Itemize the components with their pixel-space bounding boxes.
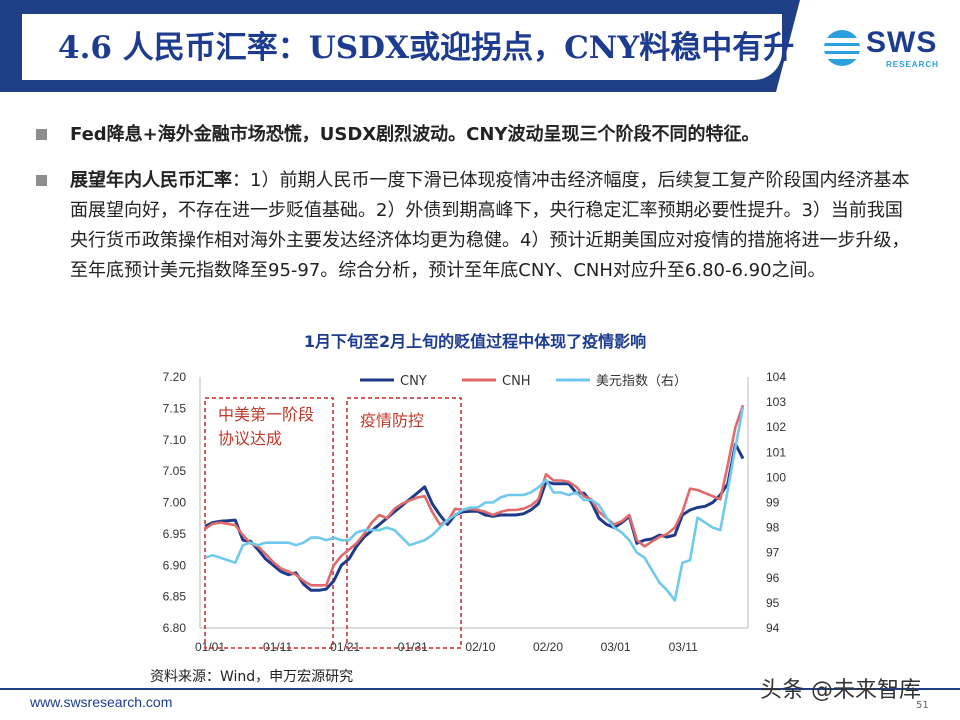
- bullet-2-text: 展望年内人民币汇率：1）前期人民币一度下滑已体现疫情冲击经济幅度，后续复工复产阶…: [70, 166, 916, 286]
- y-right-tick-label: 97: [766, 546, 780, 560]
- legend-label: 美元指数（右）: [596, 374, 687, 389]
- bullet-square-icon: [36, 175, 47, 186]
- source-note: 资料来源：Wind，申万宏源研究: [150, 669, 354, 685]
- page-title: 4.6 人民币汇率：USDX或迎拐点，CNY料稳中有升: [58, 30, 795, 66]
- bullet-2: 展望年内人民币汇率：1）前期人民币一度下滑已体现疫情冲击经济幅度，后续复工复产阶…: [36, 166, 916, 286]
- y-right-tick-label: 101: [766, 445, 786, 459]
- bullet-2-lead: 展望年内人民币汇率: [70, 170, 232, 191]
- logo-mark-icon: [824, 30, 860, 66]
- legend-label: CNY: [400, 374, 427, 389]
- bullet-2-body: ：1）前期人民币一度下滑已体现疫情冲击经济幅度，后续复工复产阶段国内经济基本面展…: [70, 170, 910, 281]
- bullet-square-icon: [36, 129, 47, 140]
- x-tick-label: 02/10: [465, 640, 495, 654]
- title-panel: [22, 14, 782, 80]
- y-right-tick-label: 103: [766, 395, 786, 409]
- annotation-phase1-box: [204, 397, 334, 649]
- bullet-1: Fed降息+海外金融市场恐慌，USDX剧烈波动。CNY波动呈现三个阶段不同的特征…: [36, 120, 916, 150]
- y-left-tick-label: 7.10: [163, 433, 187, 447]
- series-line-: [204, 406, 745, 602]
- logo-text: SWS: [866, 26, 938, 59]
- y-left-tick-label: 6.95: [163, 527, 187, 541]
- series-line-cny: [204, 442, 745, 592]
- page-number: 51: [916, 700, 929, 711]
- x-tick-label: 01/31: [398, 640, 428, 654]
- y-right-tick-label: 99: [766, 496, 780, 510]
- y-left-tick-label: 7.20: [163, 370, 187, 384]
- annotation-phase1-label: 中美第一阶段: [218, 405, 314, 424]
- y-left-tick-label: 6.85: [163, 590, 187, 604]
- y-left-tick-label: 7.15: [163, 401, 187, 415]
- chart-title: 1月下旬至2月上旬的贬值过程中体现了疫情影响: [303, 332, 647, 351]
- watermark: 头条 @未来智库: [760, 678, 921, 703]
- sws-logo: SWS RESEARCH: [824, 24, 942, 74]
- x-tick-label: 02/20: [533, 640, 563, 654]
- y-right-tick-label: 102: [766, 420, 786, 434]
- series-line-cnh: [204, 404, 745, 587]
- y-left-tick-label: 7.05: [163, 464, 187, 478]
- x-tick-label: 01/11: [263, 640, 292, 654]
- logo-subtext: RESEARCH: [886, 60, 939, 69]
- y-left-tick-label: 7.00: [163, 496, 187, 510]
- title-bar: 4.6 人民币汇率：USDX或迎拐点，CNY料稳中有升 SWS RESEARCH: [0, 0, 960, 100]
- exchange-rate-chart: 6.80 6.85 6.90 6.95 7.00 7.05 7.10 7.15 7.20 94 95…: [163, 370, 787, 654]
- y-right-tick-label: 94: [766, 621, 780, 635]
- footer-divider: [0, 688, 960, 690]
- y-right-tick-label: 96: [766, 571, 780, 585]
- y-left-tick-label: 6.90: [163, 558, 187, 572]
- y-right-tick-label: 98: [766, 521, 780, 535]
- footer-url[interactable]: www.swsresearch.com: [30, 694, 173, 710]
- x-tick-label: 01/01: [195, 640, 225, 654]
- legend-label: CNH: [502, 374, 531, 389]
- annotation-epidemic-label: 疫情防控: [360, 411, 424, 430]
- x-tick-label: 03/11: [669, 640, 698, 654]
- x-tick-label: 01/21: [330, 640, 360, 654]
- bullet-1-text: Fed降息+海外金融市场恐慌，USDX剧烈波动。CNY波动呈现三个阶段不同的特征…: [70, 124, 760, 145]
- x-tick-label: 03/01: [601, 640, 631, 654]
- annotation-phase1-label: 协议达成: [218, 429, 282, 448]
- y-right-tick-label: 104: [766, 370, 786, 384]
- y-left-tick-label: 6.80: [163, 621, 187, 635]
- y-right-tick-label: 100: [766, 470, 786, 484]
- annotation-epidemic-box: [346, 397, 462, 649]
- y-right-tick-label: 95: [766, 596, 780, 610]
